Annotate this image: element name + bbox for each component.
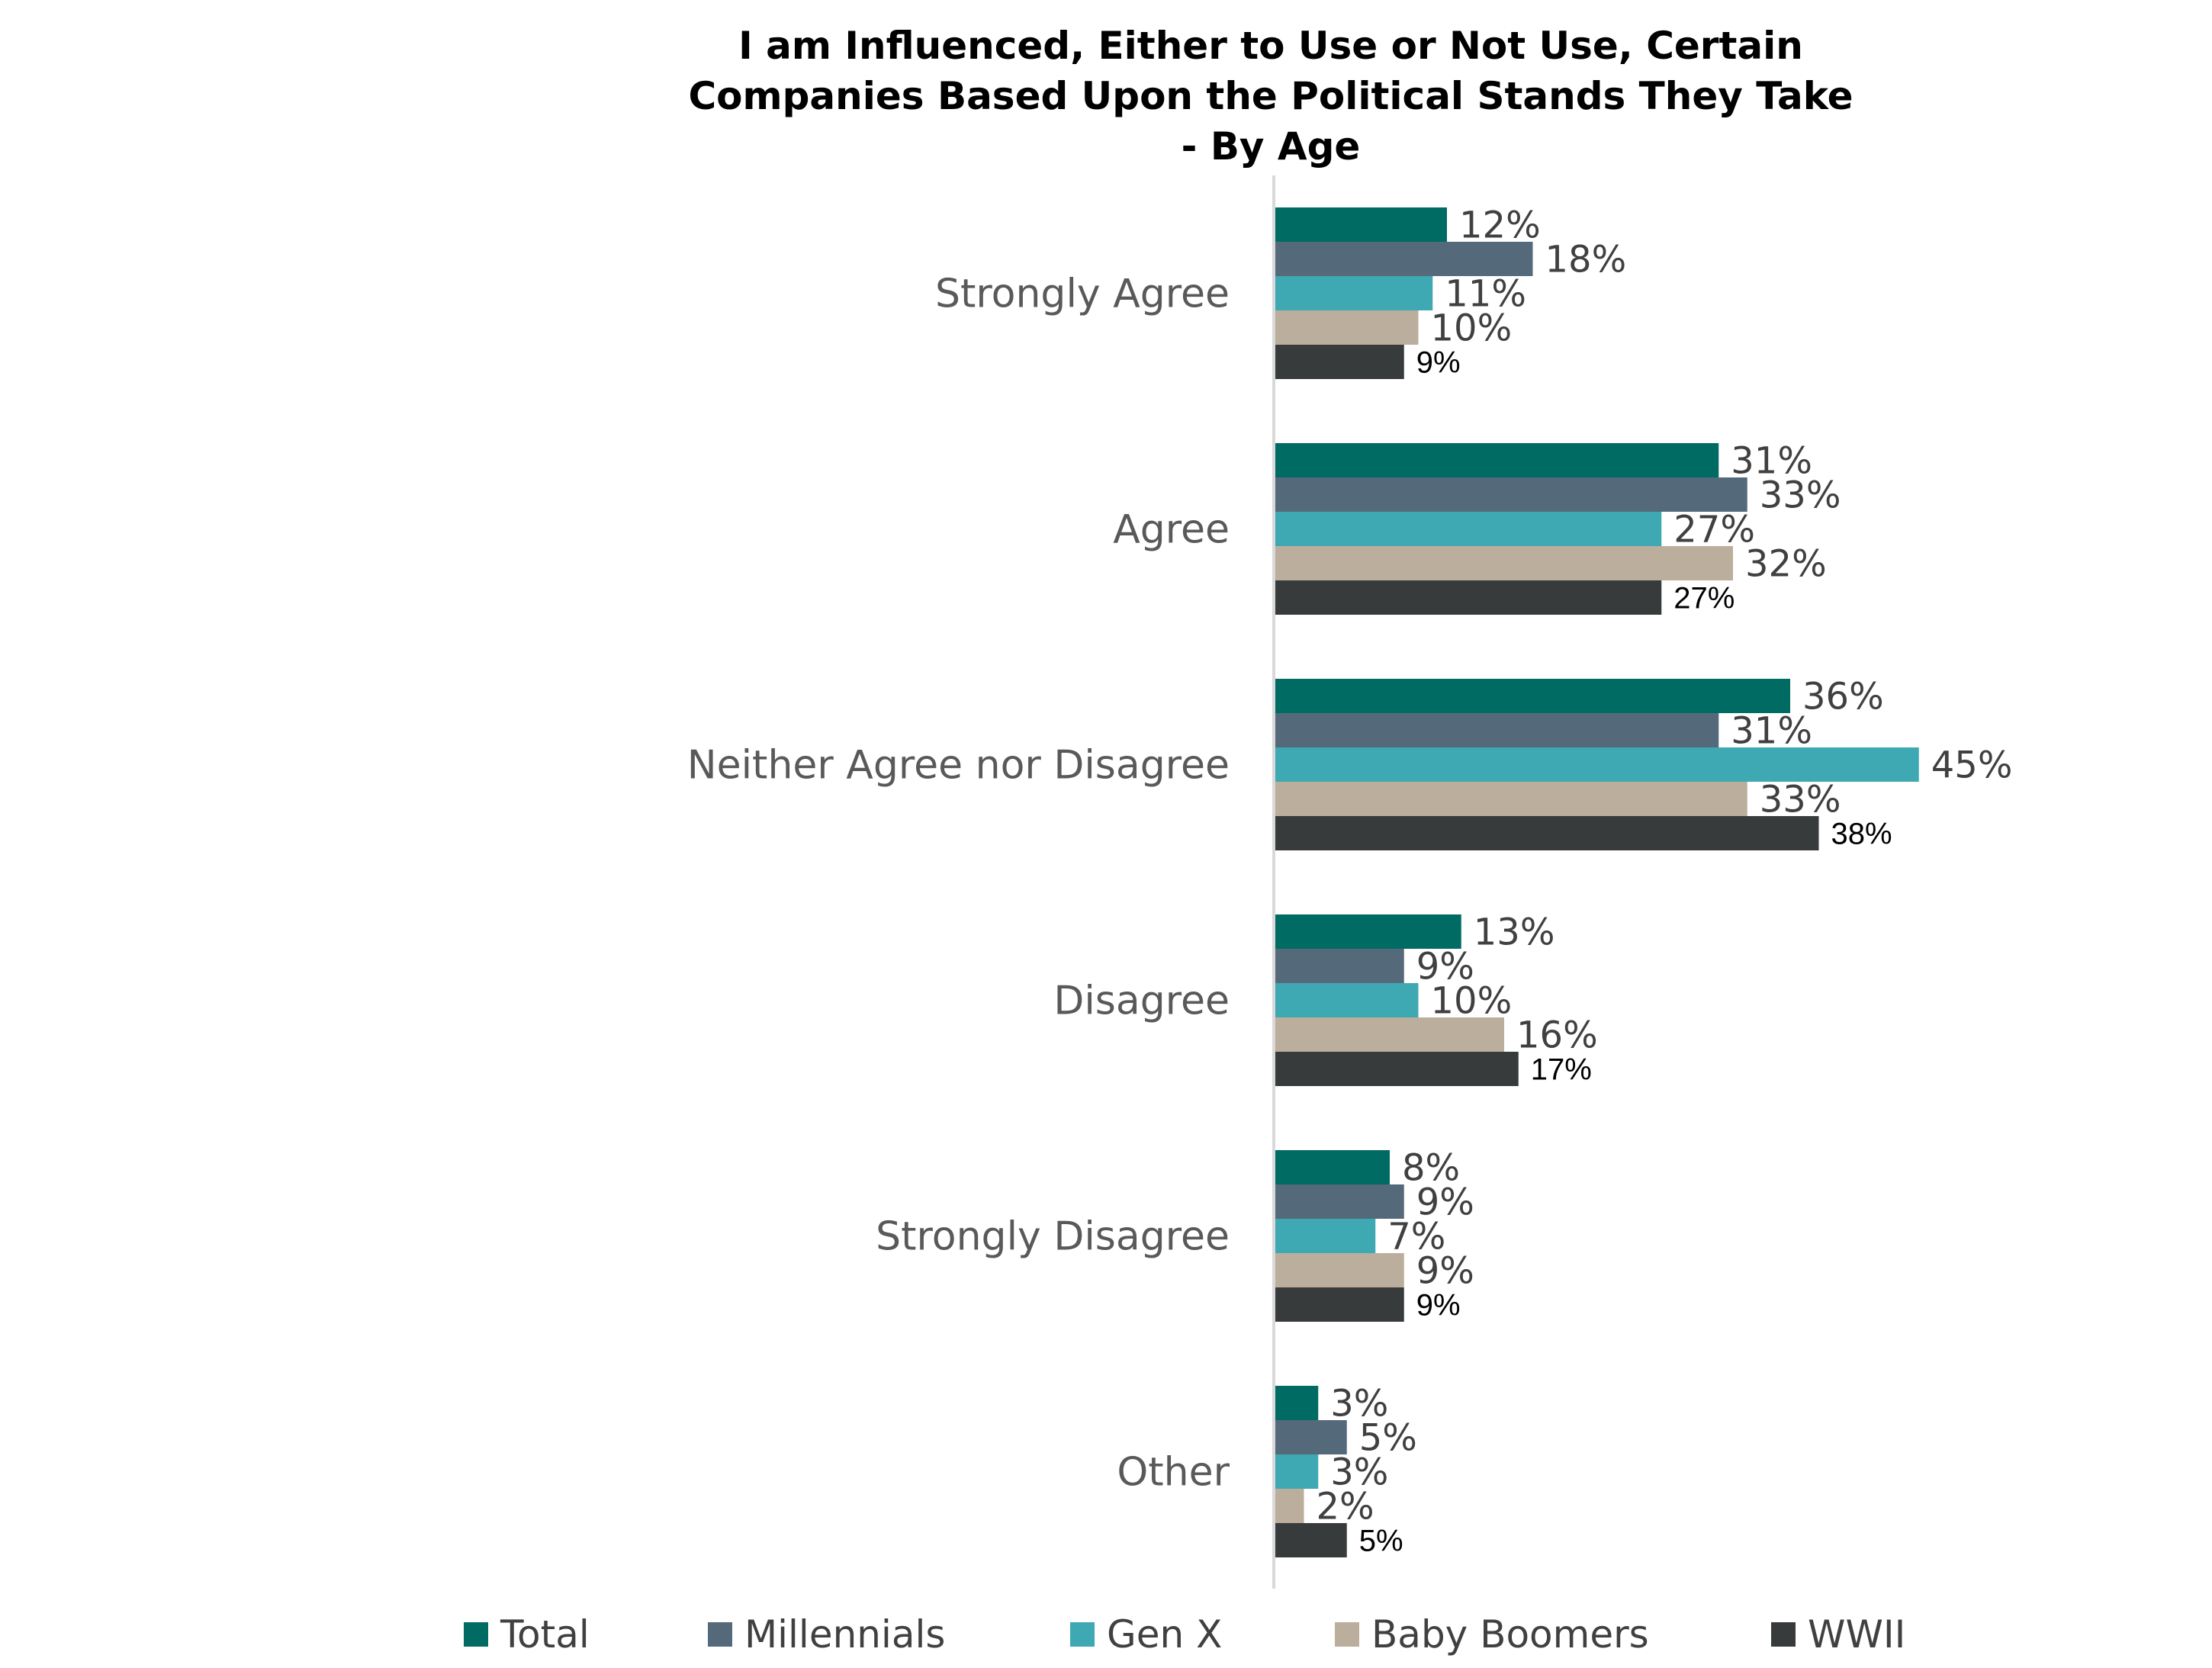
bar [1275,276,1433,310]
data-label: 31% [1731,710,1812,753]
bar [1275,1017,1504,1052]
bar [1275,1489,1304,1523]
bar [1275,1253,1404,1287]
legend: Total Millennials Gen X Baby Boomers WWII [464,1612,1905,1657]
bar [1275,747,1919,782]
legend-label: Millennials [744,1612,945,1657]
bar [1275,310,1419,345]
data-label: 7% [1387,1216,1445,1258]
legend-swatch [1771,1622,1796,1647]
bar [1275,207,1447,242]
legend-label: Gen X [1107,1612,1222,1657]
chart-title-line-3: - By Age [1182,124,1361,169]
bar [1275,580,1662,615]
data-labels: 12%18%11%10%9%31%33%27%32%27%36%31%45%33… [1317,204,2013,1558]
data-label: 33% [1760,474,1841,517]
data-label: 45% [1931,744,2013,787]
bar [1275,713,1719,747]
bars [1275,207,1919,1557]
chart-title: I am Influenced, Either to Use or Not Us… [688,24,1853,169]
legend-label: Total [500,1612,590,1657]
bar [1275,1052,1519,1086]
bar [1275,983,1419,1017]
data-label: 8% [1402,1147,1460,1190]
bar [1275,782,1747,816]
bar [1275,1287,1404,1322]
data-label: 11% [1445,273,1526,316]
data-label: 3% [1330,1383,1388,1425]
category-label: Agree [1113,507,1230,553]
data-label: 18% [1545,239,1627,281]
data-label: 3% [1330,1451,1388,1494]
data-label: 10% [1431,980,1513,1023]
chart-title-line-2: Companies Based Upon the Political Stand… [688,74,1853,118]
bar [1275,512,1662,546]
data-label: 10% [1431,307,1513,350]
chart-title-line-1: I am Influenced, Either to Use or Not Us… [738,24,1803,68]
data-label: 9% [1416,1289,1461,1323]
category-label: Strongly Disagree [876,1214,1230,1260]
data-label: 5% [1359,1525,1403,1558]
data-label: 16% [1516,1014,1598,1057]
legend-swatch [464,1622,488,1647]
data-label: 27% [1673,582,1735,615]
bar [1275,1523,1347,1557]
bar [1275,816,1819,850]
data-label: 9% [1416,346,1461,380]
bar [1275,1150,1390,1184]
data-label: 33% [1760,779,1841,821]
legend-swatch [708,1622,732,1647]
category-label: Disagree [1053,979,1230,1024]
data-label: 36% [1802,676,1884,718]
bar [1275,345,1404,379]
bar [1275,949,1404,983]
data-label: 5% [1359,1417,1417,1460]
bar [1275,679,1790,713]
bar [1275,546,1733,580]
data-label: 9% [1416,1181,1474,1224]
legend-swatch [1335,1622,1359,1647]
bar [1275,443,1719,477]
data-label: 13% [1474,911,1555,954]
data-label: 17% [1531,1053,1592,1087]
data-label: 12% [1459,204,1541,247]
category-labels: Strongly Agree Agree Neither Agree nor Dis… [687,272,1230,1496]
category-label: Other [1117,1450,1230,1496]
legend-label: Baby Boomers [1371,1612,1649,1657]
category-label: Neither Agree nor Disagree [687,743,1230,789]
bar [1275,1219,1376,1253]
legend-label: WWII [1808,1612,1905,1657]
data-label: 31% [1731,440,1812,483]
bar [1275,1454,1319,1489]
data-label: 32% [1745,543,1827,586]
bar [1275,914,1461,949]
data-label: 38% [1831,818,1892,851]
bar [1275,477,1747,512]
category-label: Strongly Agree [935,272,1230,317]
bar [1275,1386,1319,1420]
bar [1275,1420,1347,1454]
data-label: 27% [1673,509,1755,551]
legend-swatch [1070,1622,1095,1647]
data-label: 9% [1416,1250,1474,1293]
data-label: 9% [1416,946,1474,988]
bar [1275,1184,1404,1219]
data-label: 2% [1317,1486,1374,1528]
bar [1275,242,1533,276]
